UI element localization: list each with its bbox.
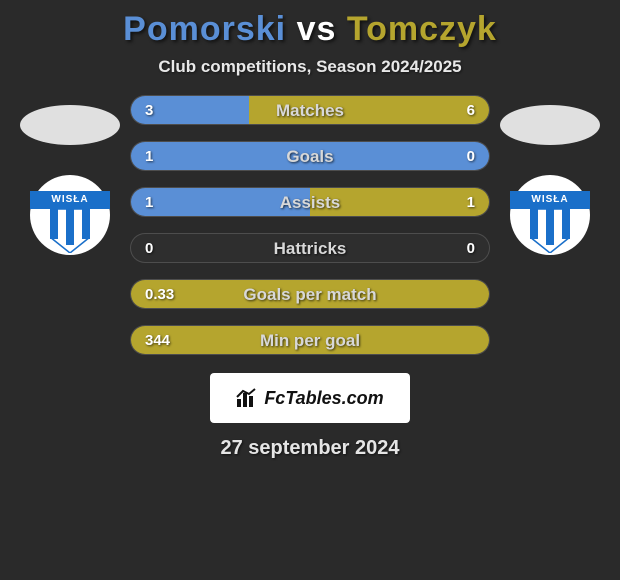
date-text: 27 september 2024 <box>220 437 399 460</box>
player2-photo-placeholder <box>500 105 600 145</box>
page-title: Pomorski vs Tomczyk <box>123 10 497 49</box>
stat-label: Assists <box>131 188 489 217</box>
stat-value-left: 1 <box>145 142 153 171</box>
stat-bar: Goals1 0 <box>130 141 490 171</box>
stat-bar: Matches3 6 <box>130 95 490 125</box>
stat-bar: Min per goal344 <box>130 325 490 355</box>
stat-label: Hattricks <box>131 234 489 263</box>
stat-value-right: 1 <box>467 188 475 217</box>
stat-label: Min per goal <box>131 326 489 355</box>
stat-value-left: 0 <box>145 234 153 263</box>
stat-bar: Hattricks0 0 <box>130 233 490 263</box>
bars-icon <box>236 387 258 409</box>
stat-value-right: 6 <box>467 96 475 125</box>
main-row: WISŁA Matches36Goals10Assists11Hattricks… <box>0 95 620 355</box>
left-column: WISŁA <box>10 95 130 255</box>
stat-label: Goals per match <box>131 280 489 309</box>
stat-value-right: 0 <box>467 142 475 171</box>
club-badge-text: WISŁA <box>510 191 590 209</box>
brand-text: FcTables.com <box>264 388 383 409</box>
club-badge-text: WISŁA <box>30 191 110 209</box>
player2-club-badge: WISŁA <box>510 175 590 255</box>
player1-photo-placeholder <box>20 105 120 145</box>
root: Pomorski vs Tomczyk Club competitions, S… <box>0 0 620 460</box>
stat-value-right: 0 <box>467 234 475 263</box>
stat-value-left: 344 <box>145 326 170 355</box>
stat-label: Goals <box>131 142 489 171</box>
shield-icon <box>50 209 90 253</box>
right-column: WISŁA <box>490 95 610 255</box>
title-player2: Tomczyk <box>347 10 497 48</box>
player1-club-badge: WISŁA <box>30 175 110 255</box>
stat-bar: Assists1 1 <box>130 187 490 217</box>
stat-label: Matches <box>131 96 489 125</box>
shield-icon <box>530 209 570 253</box>
stat-bar: Goals per match0.33 <box>130 279 490 309</box>
stat-value-left: 1 <box>145 188 153 217</box>
title-vs: vs <box>297 10 337 48</box>
stat-value-left: 3 <box>145 96 153 125</box>
subtitle: Club competitions, Season 2024/2025 <box>158 57 461 77</box>
brand-badge: FcTables.com <box>210 373 410 423</box>
stat-value-left: 0.33 <box>145 280 174 309</box>
stats-column: Matches36Goals10Assists11Hattricks00Goal… <box>130 95 490 355</box>
title-player1: Pomorski <box>123 10 286 48</box>
